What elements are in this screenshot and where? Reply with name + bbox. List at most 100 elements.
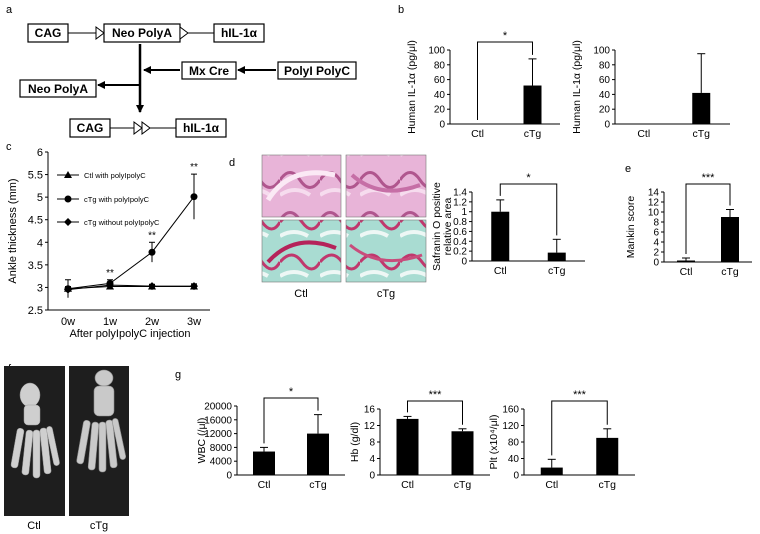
significance-bracket: [499, 183, 558, 236]
y-tick-label: 3: [37, 282, 43, 294]
panel-letter-e: e: [625, 163, 631, 175]
series-line-1: [67, 196, 195, 290]
data-point-circle: [148, 248, 156, 256]
x-tick-label: cTg: [524, 128, 542, 140]
y-tick-label: 2.5: [28, 305, 43, 317]
significance-marker: ***: [702, 172, 716, 184]
cag-label-bottom: CAG: [77, 121, 104, 135]
y-tick-label: 60: [599, 75, 611, 86]
significance-marker: *: [503, 30, 508, 42]
x-tick-label: Ctl: [401, 479, 414, 491]
bar-ctl: [540, 467, 563, 475]
x-tick-label: Ctl: [494, 265, 507, 277]
y-tick-label: 80: [434, 60, 446, 71]
y-tick-label: 40: [434, 90, 446, 101]
chart-b1-il1a: 0 20 40 60 80 100 Human IL-1α (pg/μl) Ctl cTg *: [406, 30, 560, 140]
y-tick-label: 16: [364, 405, 376, 416]
hil-box-bottom: [175, 118, 227, 138]
loxp-triangle: [179, 26, 189, 40]
data-point-diamond: [190, 282, 198, 291]
y-axis-label: Human IL-1α (pg/μl): [406, 40, 418, 134]
image-label-ctg: cTg: [377, 288, 395, 300]
y-tick-label: 8: [369, 438, 375, 449]
x-tick-label: cTg: [692, 128, 710, 140]
bar-ctg: [307, 433, 329, 475]
panel-a-diagram: a CAG Neo PolyA hIL-1α Mx Cre PolyI Poly…: [6, 4, 357, 138]
chart-b2-il1a: 0 20 40 60 80 100 Human IL-1α (pg/μl) Ctl cTg: [571, 40, 730, 140]
neo-polya-label-top: Neo PolyA: [112, 26, 172, 40]
y-axis-label: Safranin O positive: [431, 182, 443, 271]
y-tick-label: 1: [461, 207, 467, 218]
legend-label: cTg without polyIpolyC: [84, 218, 160, 227]
y-tick-label: 5: [37, 192, 43, 204]
data-point-diamond: [64, 218, 72, 226]
x-tick-label: 2w: [145, 316, 159, 328]
significance-marker: ***: [429, 389, 443, 401]
significance-marker: ***: [573, 389, 587, 401]
significance-bracket: [263, 397, 319, 444]
polyi-polyc-label: PolyI PolyC: [284, 64, 350, 78]
y-tick-label: 5.5: [28, 170, 43, 182]
y-axis-label: Mankin score: [625, 196, 637, 259]
y-tick-label: 0: [369, 471, 375, 482]
he-stain-ctl-image: [261, 154, 342, 218]
y-tick-label: 160: [502, 405, 519, 416]
bar-ctg: [523, 85, 542, 124]
mx-cre-label: Mx Cre: [189, 64, 229, 78]
y-tick-label: 0: [439, 120, 445, 131]
y-tick-label: 1.2: [453, 197, 467, 208]
x-tick-label: Ctl: [680, 266, 693, 278]
x-axis-label: After polyIpolyC injection: [69, 328, 190, 340]
cag-box-bottom: [69, 118, 111, 138]
image-label-ctg: cTg: [90, 520, 108, 532]
y-axis-label: Ankle thickness (mm): [7, 178, 19, 283]
y-tick-label: 1.4: [453, 188, 467, 199]
x-tick-label: Ctl: [637, 128, 650, 140]
bar-ctl: [253, 451, 275, 475]
panel-letter-a: a: [6, 4, 13, 16]
y-tick-label: 6: [37, 147, 43, 159]
loxp-triangle: [133, 121, 143, 135]
y-axis-label: WBC (/μl): [196, 418, 208, 464]
loxp-triangle: [141, 121, 151, 135]
bar-ctg: [451, 431, 474, 475]
y-tick-label: 8000: [210, 443, 233, 454]
y-tick-label: 0: [226, 471, 232, 482]
significance-marker: **: [190, 162, 198, 173]
data-point-diamond: [106, 281, 114, 290]
chart-d-safranin: 00.20.40.60.811.21.4 Safranin O positive r…: [431, 172, 585, 277]
bar-ctg: [721, 217, 739, 262]
y-tick-label: 80: [599, 60, 611, 71]
y-tick-label: 0: [461, 257, 467, 268]
polyi-polyc-box: [277, 61, 357, 80]
significance-bracket: [477, 41, 533, 120]
y-tick-label: 100: [593, 46, 610, 57]
significance-bracket: [551, 400, 608, 456]
y-axis-label: Plt (x10⁴/μl): [488, 415, 500, 470]
cag-box-top: [27, 23, 69, 43]
y-axis-label: relative area: [442, 197, 454, 255]
y-tick-label: 0: [604, 120, 610, 131]
safranin-stain-ctl-image: [261, 219, 342, 283]
loxp-triangle: [95, 26, 105, 40]
y-tick-label: 0.8: [453, 217, 467, 228]
y-tick-label: 0: [653, 258, 659, 269]
bar-ctg: [596, 437, 619, 475]
series-line-2: [67, 284, 194, 291]
y-tick-label: 20000: [204, 402, 232, 413]
bar-ctl: [677, 260, 695, 262]
bar-ctg: [692, 92, 711, 124]
y-tick-label: 4: [37, 237, 43, 249]
y-tick-label: 8: [653, 218, 659, 229]
y-axis-label: Human IL-1α (pg/μl): [571, 40, 583, 134]
x-tick-label: cTg: [548, 265, 566, 277]
y-tick-label: 4: [653, 238, 659, 249]
y-tick-label: 60: [434, 75, 446, 86]
y-tick-label: 0.6: [453, 227, 467, 238]
x-tick-label: 3w: [187, 316, 201, 328]
y-tick-label: 20: [434, 105, 446, 116]
x-tick-label: cTg: [309, 479, 327, 491]
significance-marker: *: [289, 386, 294, 398]
